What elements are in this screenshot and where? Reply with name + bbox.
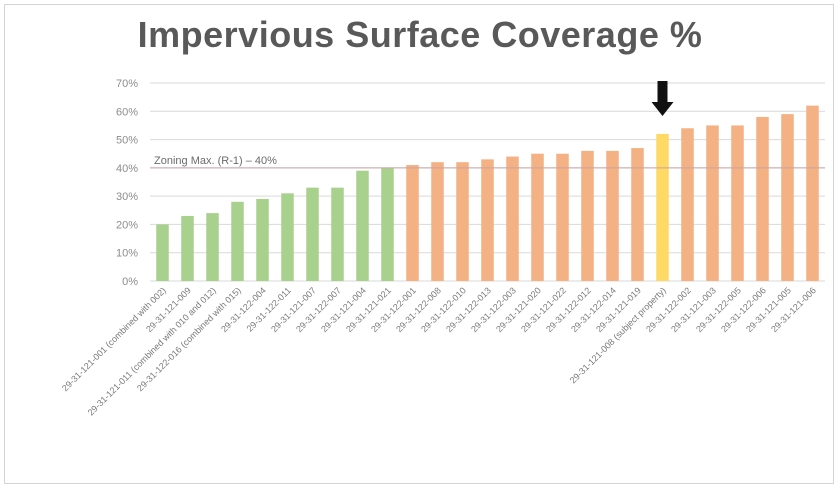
bar — [731, 125, 744, 281]
bar — [231, 201, 244, 281]
y-tick-label: 40% — [116, 163, 138, 175]
y-tick-label: 70% — [116, 78, 138, 90]
bar — [706, 125, 719, 281]
bar — [306, 187, 319, 281]
chart-frame — [4, 4, 834, 484]
y-tick-label: 50% — [116, 135, 138, 147]
bar — [756, 116, 769, 281]
bar — [781, 114, 794, 281]
bar — [456, 162, 469, 281]
reference-line-label: Zoning Max. (R-1) – 40% — [154, 155, 277, 167]
bar — [356, 170, 369, 281]
x-axis-labels: 29-31-121-001 (combined with 002)29-31-1… — [60, 285, 818, 417]
bar — [181, 215, 194, 281]
y-tick-label: 30% — [116, 191, 138, 203]
bar — [431, 162, 444, 281]
bar — [331, 187, 344, 281]
bar — [481, 159, 494, 281]
bar — [156, 224, 169, 281]
bar — [206, 213, 219, 281]
y-tick-label: 10% — [116, 248, 138, 260]
chart-title: Impervious Surface Coverage % — [137, 14, 703, 55]
y-axis-ticks: 0% 10% 20% 30% 40% 50% 60% 70% — [116, 78, 138, 288]
bar — [681, 128, 694, 281]
y-tick-label: 60% — [116, 106, 138, 118]
bar — [806, 105, 819, 281]
bar — [281, 193, 294, 281]
bar — [506, 156, 519, 281]
bar — [631, 148, 644, 281]
zoning-max-line: Zoning Max. (R-1) – 40% — [150, 155, 825, 169]
bar — [381, 167, 394, 281]
bars — [156, 105, 819, 281]
subject-arrow-icon — [651, 81, 674, 116]
x-tick-label: 29-31-121-006 — [769, 285, 818, 334]
bar — [256, 198, 269, 281]
bar — [531, 153, 544, 281]
bar — [656, 133, 669, 281]
y-tick-label: 20% — [116, 219, 138, 231]
bar — [581, 150, 594, 281]
y-tick-label: 0% — [122, 276, 138, 288]
down-arrow-icon — [651, 81, 674, 116]
bar — [406, 165, 419, 281]
bar — [556, 153, 569, 281]
bar — [606, 150, 619, 281]
